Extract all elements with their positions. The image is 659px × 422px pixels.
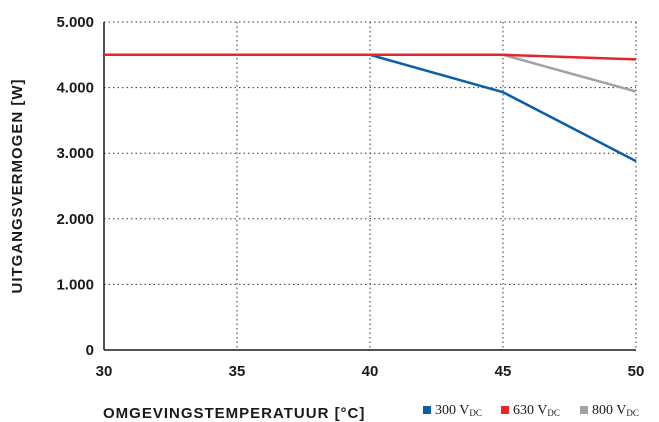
legend-label: 800 VDC xyxy=(592,403,639,418)
x-tick-label: 45 xyxy=(495,363,512,380)
legend-swatch xyxy=(423,406,431,414)
legend-label-subscript: DC xyxy=(626,408,639,418)
grid xyxy=(104,21,637,350)
axes xyxy=(103,22,636,351)
y-tick-label: 1.000 xyxy=(56,276,94,293)
y-tick-label: 2.000 xyxy=(56,211,94,228)
legend-item: 300 VDC xyxy=(423,403,482,418)
legend-label-subscript: DC xyxy=(469,408,482,418)
y-tick-label: 5.000 xyxy=(56,14,94,31)
legend-label-subscript: DC xyxy=(547,408,560,418)
x-tick-label: 30 xyxy=(96,363,113,380)
y-tick-label: 4.000 xyxy=(56,80,94,97)
legend-swatch xyxy=(580,406,588,414)
x-tick-label: 50 xyxy=(628,363,645,380)
series-lines xyxy=(104,53,637,163)
legend-label: 300 VDC xyxy=(435,403,482,418)
x-tick-label: 40 xyxy=(362,363,379,380)
legend-item: 800 VDC xyxy=(580,403,639,418)
legend: 300 VDC 630 VDC 800 VDC xyxy=(423,403,639,418)
y-tick-label: 3.000 xyxy=(56,145,94,162)
y-tick-label: 0 xyxy=(86,342,94,359)
series-line-2 xyxy=(104,53,637,61)
x-axis-title: OMGEVINGSTEMPERATUUR [°C] xyxy=(103,405,365,422)
legend-item: 630 VDC xyxy=(501,403,560,418)
y-axis-title: UITGANGSVERMOGEN [W] xyxy=(9,79,26,294)
legend-swatch xyxy=(501,406,509,414)
x-tick-label: 35 xyxy=(229,363,246,380)
tick-labels: 0 1.000 2.000 3.000 4.000 5.000 30 35 40 45 50 xyxy=(56,14,644,380)
legend-label: 630 VDC xyxy=(513,403,560,418)
